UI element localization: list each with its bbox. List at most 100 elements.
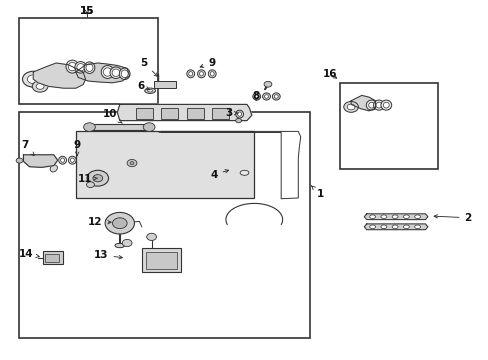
Bar	[212, 108, 229, 119]
Circle shape	[130, 162, 134, 165]
Bar	[136, 108, 153, 119]
Text: 15: 15	[80, 6, 94, 16]
Ellipse shape	[110, 67, 122, 78]
Ellipse shape	[75, 62, 86, 73]
Text: 1: 1	[311, 186, 323, 199]
Text: 9: 9	[200, 58, 215, 68]
Bar	[19, 112, 309, 338]
Ellipse shape	[237, 112, 241, 116]
Ellipse shape	[375, 102, 381, 108]
Text: 11: 11	[77, 174, 97, 184]
Ellipse shape	[403, 225, 408, 229]
Ellipse shape	[380, 215, 386, 219]
Ellipse shape	[78, 156, 86, 164]
Text: 15: 15	[80, 6, 94, 16]
Bar	[88, 124, 149, 130]
Text: 12: 12	[88, 217, 111, 228]
Ellipse shape	[383, 102, 388, 108]
Circle shape	[127, 159, 137, 167]
Ellipse shape	[61, 158, 64, 162]
Circle shape	[143, 123, 155, 131]
Ellipse shape	[373, 100, 384, 110]
Ellipse shape	[369, 215, 375, 219]
Ellipse shape	[115, 243, 124, 248]
Text: 10: 10	[102, 109, 122, 123]
Ellipse shape	[186, 70, 194, 78]
Ellipse shape	[235, 110, 243, 118]
Polygon shape	[350, 95, 375, 111]
Circle shape	[346, 104, 354, 110]
Circle shape	[105, 212, 134, 234]
Ellipse shape	[144, 88, 155, 94]
Circle shape	[36, 84, 44, 89]
Ellipse shape	[391, 215, 397, 219]
Circle shape	[22, 71, 44, 87]
Text: 9: 9	[73, 140, 81, 156]
Bar	[142, 248, 181, 272]
Ellipse shape	[210, 72, 214, 76]
Ellipse shape	[414, 225, 420, 229]
Ellipse shape	[50, 165, 57, 172]
Ellipse shape	[240, 170, 248, 175]
Ellipse shape	[66, 60, 79, 73]
Circle shape	[24, 157, 36, 165]
Polygon shape	[23, 155, 58, 167]
Bar	[186, 108, 203, 119]
Ellipse shape	[254, 95, 258, 98]
Text: 13: 13	[94, 250, 122, 260]
Text: 16: 16	[322, 69, 337, 79]
Ellipse shape	[80, 158, 84, 162]
Bar	[19, 18, 158, 104]
Ellipse shape	[403, 215, 408, 219]
Ellipse shape	[77, 64, 84, 71]
Ellipse shape	[101, 66, 114, 78]
Ellipse shape	[68, 156, 76, 164]
Ellipse shape	[84, 62, 95, 73]
Circle shape	[83, 123, 95, 131]
Bar	[45, 254, 59, 262]
Ellipse shape	[70, 158, 74, 162]
Polygon shape	[76, 63, 129, 83]
Ellipse shape	[199, 72, 203, 76]
Ellipse shape	[391, 225, 397, 229]
Ellipse shape	[264, 95, 268, 98]
Ellipse shape	[208, 70, 216, 78]
Ellipse shape	[414, 215, 420, 219]
Circle shape	[38, 157, 50, 165]
Ellipse shape	[369, 225, 375, 229]
Ellipse shape	[103, 68, 111, 76]
Bar	[145, 252, 177, 269]
Circle shape	[264, 81, 271, 87]
Circle shape	[122, 239, 132, 247]
Polygon shape	[364, 214, 427, 220]
Polygon shape	[364, 224, 427, 230]
Polygon shape	[33, 63, 85, 88]
Ellipse shape	[272, 93, 280, 100]
Circle shape	[235, 118, 241, 123]
Circle shape	[86, 182, 94, 188]
Text: 3: 3	[225, 108, 238, 118]
Bar	[154, 81, 176, 88]
Ellipse shape	[112, 69, 120, 76]
Circle shape	[32, 81, 48, 92]
Text: 8: 8	[252, 91, 259, 102]
Ellipse shape	[262, 93, 270, 100]
Text: 5: 5	[140, 58, 158, 77]
Bar	[76, 131, 254, 198]
Ellipse shape	[274, 95, 278, 98]
Text: 7: 7	[21, 140, 34, 156]
Ellipse shape	[68, 62, 76, 71]
Circle shape	[27, 75, 39, 84]
Ellipse shape	[59, 156, 66, 164]
Ellipse shape	[147, 90, 152, 92]
Ellipse shape	[252, 93, 260, 100]
Circle shape	[146, 233, 156, 240]
Bar	[161, 108, 178, 119]
Ellipse shape	[380, 225, 386, 229]
Ellipse shape	[121, 70, 128, 77]
Ellipse shape	[86, 64, 93, 71]
Text: 4: 4	[210, 170, 228, 180]
Circle shape	[112, 218, 127, 229]
Bar	[43, 251, 62, 264]
Ellipse shape	[188, 72, 192, 76]
